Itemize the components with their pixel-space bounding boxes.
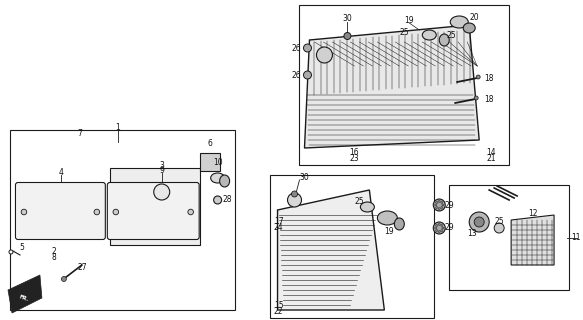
Ellipse shape: [377, 211, 398, 225]
Circle shape: [435, 227, 437, 229]
Text: 12: 12: [528, 209, 538, 218]
Text: 17: 17: [274, 218, 283, 227]
Ellipse shape: [220, 175, 230, 187]
Text: 18: 18: [484, 94, 494, 103]
FancyBboxPatch shape: [16, 182, 106, 239]
Text: 11: 11: [571, 234, 581, 243]
Circle shape: [344, 33, 351, 39]
Ellipse shape: [394, 218, 405, 230]
Text: 29: 29: [444, 201, 454, 210]
Text: 29: 29: [444, 223, 454, 233]
Text: 18: 18: [484, 74, 494, 83]
Circle shape: [476, 75, 480, 79]
Circle shape: [474, 96, 478, 100]
Polygon shape: [110, 168, 199, 245]
Text: 19: 19: [405, 15, 414, 25]
Text: 10: 10: [213, 157, 223, 166]
Circle shape: [287, 193, 301, 207]
Polygon shape: [278, 190, 384, 310]
Ellipse shape: [210, 173, 224, 183]
Text: 5: 5: [19, 244, 24, 252]
FancyBboxPatch shape: [107, 182, 199, 239]
Text: 8: 8: [51, 253, 57, 262]
Circle shape: [317, 47, 332, 63]
Polygon shape: [304, 25, 479, 148]
Circle shape: [61, 276, 66, 282]
Text: 1: 1: [115, 123, 120, 132]
Circle shape: [469, 212, 489, 232]
Text: 23: 23: [350, 154, 359, 163]
Circle shape: [436, 229, 438, 232]
Circle shape: [438, 200, 440, 203]
Circle shape: [442, 227, 444, 229]
Polygon shape: [511, 215, 554, 265]
Text: 2: 2: [51, 247, 57, 257]
Circle shape: [438, 208, 440, 210]
Circle shape: [94, 209, 100, 215]
Text: 3: 3: [159, 161, 164, 170]
Text: 26: 26: [292, 70, 301, 79]
Bar: [158, 198, 166, 203]
Polygon shape: [449, 185, 569, 290]
Ellipse shape: [360, 202, 374, 212]
Circle shape: [438, 223, 440, 225]
Text: 30: 30: [343, 13, 352, 22]
Circle shape: [9, 250, 13, 254]
Circle shape: [433, 199, 445, 211]
Text: FR.: FR.: [18, 294, 30, 302]
Ellipse shape: [422, 30, 436, 40]
Text: 25: 25: [447, 30, 456, 39]
Text: 13: 13: [468, 229, 477, 238]
Circle shape: [304, 44, 311, 52]
Circle shape: [441, 224, 443, 227]
Circle shape: [494, 223, 504, 233]
Text: 25: 25: [354, 197, 364, 206]
Text: 15: 15: [274, 301, 283, 310]
Circle shape: [441, 202, 443, 204]
Text: 22: 22: [274, 308, 283, 316]
Circle shape: [435, 204, 437, 206]
Text: 6: 6: [207, 139, 212, 148]
Circle shape: [304, 71, 311, 79]
Text: 4: 4: [58, 167, 64, 177]
Circle shape: [154, 184, 170, 200]
Text: 28: 28: [223, 196, 233, 204]
Circle shape: [21, 209, 27, 215]
Text: 25: 25: [399, 28, 409, 36]
Circle shape: [436, 206, 438, 209]
Ellipse shape: [450, 16, 468, 28]
Text: 20: 20: [469, 12, 479, 21]
Bar: [199, 153, 220, 171]
Circle shape: [442, 204, 444, 206]
Text: 27: 27: [77, 263, 87, 273]
Circle shape: [438, 231, 440, 233]
Text: 19: 19: [385, 228, 394, 236]
Circle shape: [188, 209, 194, 215]
Circle shape: [213, 196, 222, 204]
Text: 26: 26: [292, 44, 301, 52]
Polygon shape: [300, 5, 509, 165]
Text: 14: 14: [486, 148, 496, 156]
Polygon shape: [10, 130, 234, 310]
Text: 25: 25: [494, 218, 504, 227]
Circle shape: [436, 224, 438, 227]
Polygon shape: [8, 275, 42, 313]
Circle shape: [436, 202, 438, 204]
Text: 16: 16: [350, 148, 359, 156]
Text: 9: 9: [159, 165, 164, 174]
Circle shape: [474, 217, 484, 227]
Text: 7: 7: [78, 129, 82, 138]
Text: 21: 21: [486, 154, 496, 163]
Circle shape: [113, 209, 118, 215]
Text: 30: 30: [300, 172, 310, 181]
Circle shape: [441, 229, 443, 232]
Circle shape: [433, 222, 445, 234]
Ellipse shape: [439, 34, 449, 46]
Text: 24: 24: [274, 223, 283, 233]
Ellipse shape: [463, 23, 475, 33]
Circle shape: [441, 206, 443, 209]
Polygon shape: [269, 175, 434, 318]
Circle shape: [292, 191, 297, 197]
